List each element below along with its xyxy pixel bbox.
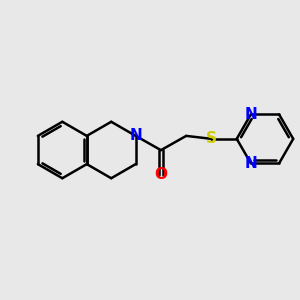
Text: S: S [206, 131, 217, 146]
Text: O: O [154, 167, 167, 182]
Text: N: N [129, 128, 142, 143]
Text: N: N [244, 156, 257, 171]
Text: N: N [244, 107, 257, 122]
